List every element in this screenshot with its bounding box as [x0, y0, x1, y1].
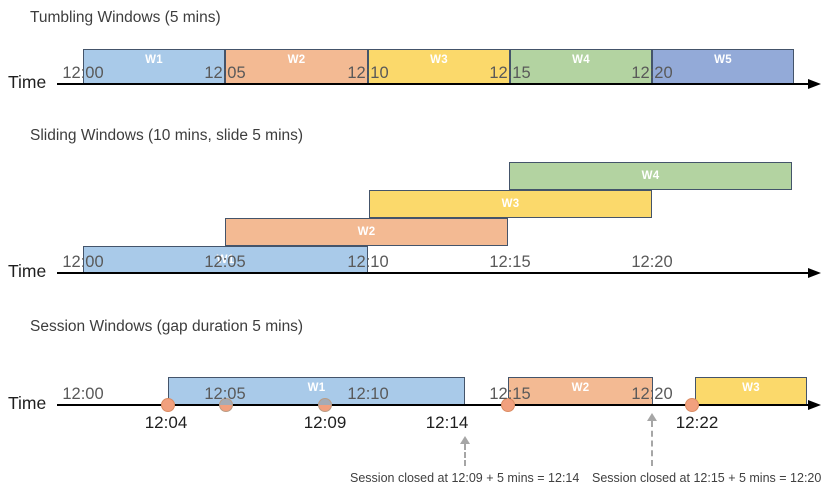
axis-tick-label: 12:10	[347, 253, 389, 271]
timeline-axis	[57, 272, 809, 274]
window-label: W1	[307, 382, 326, 394]
dashed-arrow-stem	[464, 444, 466, 466]
window-label: W2	[287, 54, 306, 66]
diagram-title: Session Windows (gap duration 5 mins)	[30, 318, 304, 335]
axis-tick-label: 12:15	[489, 253, 531, 271]
event-time-label: 12:14	[425, 413, 469, 432]
window-label: W1	[145, 54, 163, 66]
dashed-arrow-icon	[647, 413, 657, 421]
axis-tick-label: 12:20	[631, 64, 673, 82]
axis-tick-label: 12:05	[204, 385, 246, 403]
window-label: W1	[216, 253, 235, 266]
window-label: W3	[742, 382, 760, 394]
event-dot-icon	[161, 398, 175, 412]
window-w1: W1	[83, 49, 225, 84]
event-dot-icon	[219, 398, 233, 412]
axis-tick-label: 12:20	[631, 385, 673, 403]
timeline-arrowhead-icon	[808, 399, 821, 410]
axis-tick-label: 12:00	[62, 253, 104, 271]
timeline-arrowhead-icon	[808, 78, 821, 89]
event-dot-icon	[685, 398, 699, 412]
window-label: W5	[714, 54, 732, 66]
event-time-label: 12:09	[303, 413, 347, 432]
session-closed-annotation: Session closed at 12:09 + 5 mins = 12:14	[350, 471, 580, 485]
window-w2: W2	[225, 218, 508, 246]
window-w3: W3	[695, 377, 807, 405]
window-label: W3	[430, 54, 448, 66]
axis-tick-label: 12:00	[62, 385, 104, 403]
timeline-axis	[57, 83, 809, 85]
event-dot-icon	[501, 398, 515, 412]
time-axis-label: Time	[8, 72, 47, 92]
axis-tick-label: 12:10	[347, 385, 389, 403]
diagram-title: Sliding Windows (10 mins, slide 5 mins)	[30, 127, 304, 144]
timeline-axis	[57, 404, 809, 406]
window-w5: W5	[652, 49, 794, 84]
diagram-title: Tumbling Windows (5 mins)	[30, 9, 221, 26]
timeline-arrowhead-icon	[808, 267, 821, 278]
event-dot-icon	[318, 398, 332, 412]
window-w3: W3	[369, 190, 652, 218]
window-w1: W1	[168, 377, 465, 405]
dashed-arrow-icon	[460, 436, 470, 444]
axis-tick-label: 12:05	[204, 253, 246, 271]
axis-tick-label: 12:05	[204, 64, 246, 82]
axis-tick-label: 12:00	[62, 64, 104, 82]
window-label: W3	[501, 198, 520, 210]
axis-tick-label: 12:20	[631, 253, 673, 271]
window-w4: W4	[509, 162, 792, 190]
session-closed-annotation: Session closed at 12:15 + 5 mins = 12:20	[592, 471, 822, 485]
axis-tick-label: 12:15	[489, 64, 531, 82]
time-axis-label: Time	[8, 393, 47, 413]
event-time-label: 12:22	[675, 413, 719, 432]
window-w3: W3	[368, 49, 510, 84]
window-label: W4	[572, 54, 590, 66]
window-label: W4	[641, 170, 660, 182]
window-w2: W2	[508, 377, 653, 405]
axis-tick-label: 12:10	[347, 64, 389, 82]
window-label: W2	[571, 382, 590, 394]
dashed-arrow-stem	[651, 421, 653, 466]
event-time-label: 12:04	[144, 413, 188, 432]
window-w4: W4	[510, 49, 652, 84]
axis-tick-label: 12:15	[489, 385, 531, 403]
time-axis-label: Time	[8, 261, 47, 281]
window-label: W2	[357, 226, 376, 238]
